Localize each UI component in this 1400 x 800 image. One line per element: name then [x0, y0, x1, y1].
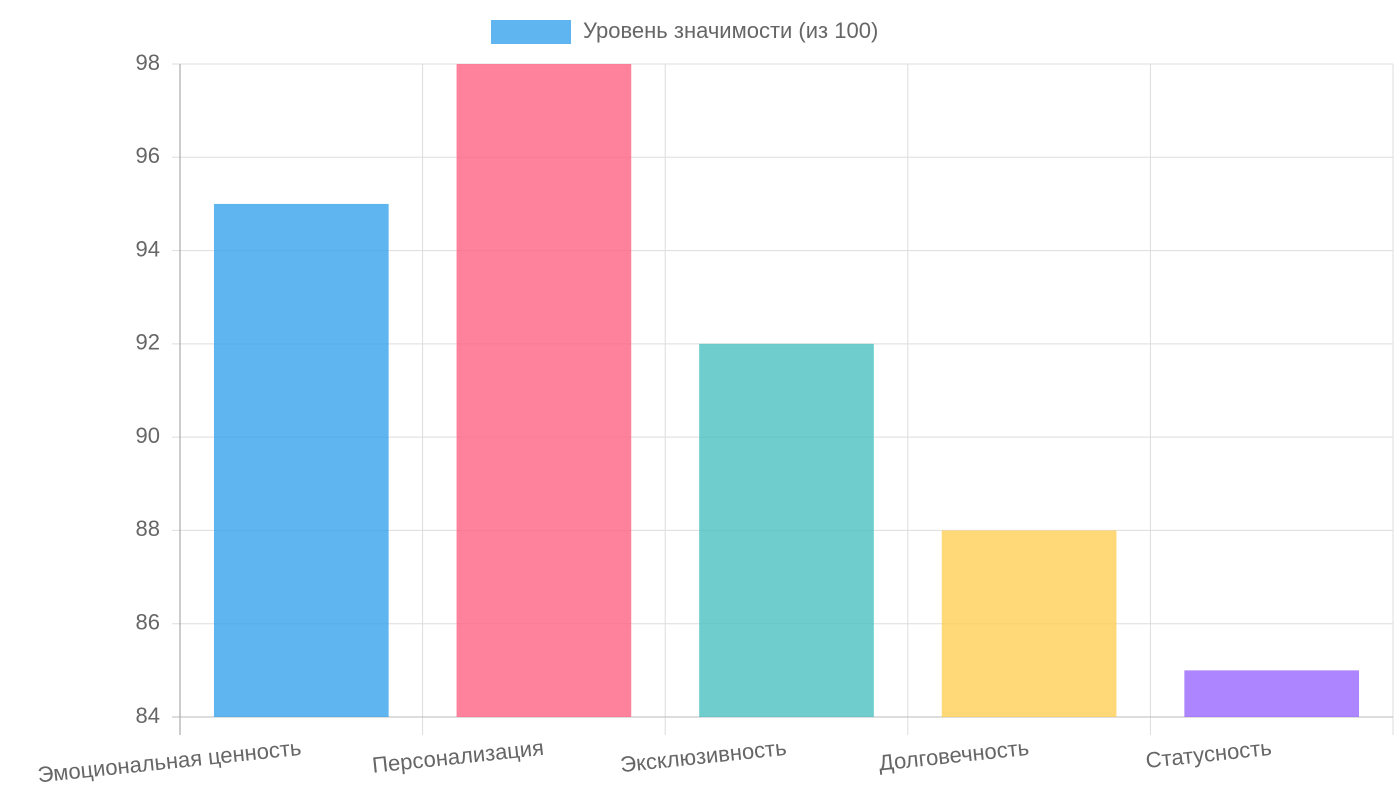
x-tick-label: Статусность: [1144, 735, 1272, 773]
y-tick-label: 90: [136, 423, 160, 448]
x-tick-label: Персонализация: [371, 735, 545, 778]
bar: [1184, 670, 1360, 717]
legend-label: Уровень значимости (из 100): [583, 18, 878, 43]
legend-swatch: [491, 20, 571, 44]
x-tick-label: Эмоциональная ценность: [36, 735, 302, 788]
bar: [699, 343, 874, 717]
y-tick-label: 88: [136, 516, 160, 541]
bar: [456, 64, 632, 717]
y-tick-label: 94: [136, 236, 160, 261]
x-tick-label: Долговечность: [878, 735, 1031, 776]
bar: [941, 530, 1117, 717]
y-tick-label: 96: [136, 143, 160, 168]
y-tick-label: 98: [136, 50, 160, 75]
y-tick-label: 84: [136, 703, 160, 728]
y-tick-label: 92: [136, 330, 160, 355]
bar: [213, 203, 389, 717]
x-tick-label: Эксклюзивность: [619, 735, 788, 777]
y-tick-label: 86: [136, 610, 160, 635]
